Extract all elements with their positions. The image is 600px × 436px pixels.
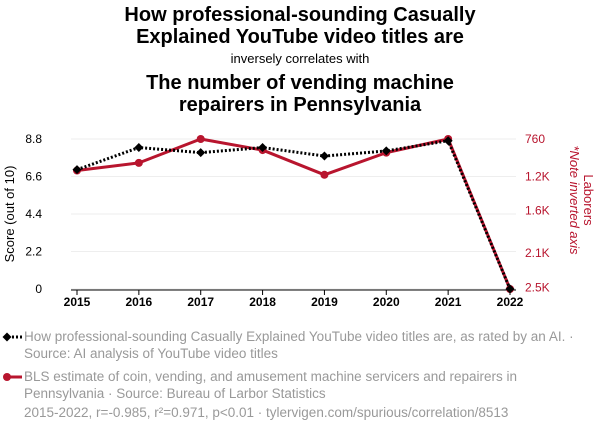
x-tick-label: 2019 — [311, 295, 338, 309]
y-left-tick-label: 6.6 — [25, 170, 42, 184]
y-right-tick-label: 2.5K — [525, 280, 550, 294]
legend-item-series1: How professional-sounding Casually Expla… — [24, 328, 584, 362]
series1-point — [134, 143, 144, 153]
legend-item-series2: BLS estimate of coin, vending, and amuse… — [24, 368, 584, 402]
x-tick-label: 2015 — [64, 295, 91, 309]
chart-title-line2: Explained YouTube video titles are — [136, 26, 464, 48]
y-right-tick-label: 1.2K — [525, 170, 550, 184]
x-tick-label: 2020 — [373, 295, 400, 309]
series1-point — [258, 143, 268, 153]
y-left-tick-label: 2.2 — [25, 245, 42, 259]
y-right-axis-note: *Note inverted axis — [567, 145, 582, 255]
chart-title2-line1: The number of vending machine — [146, 72, 454, 94]
legend-series2-label: BLS estimate of coin, vending, and amuse… — [24, 369, 518, 401]
series1-point — [319, 151, 329, 161]
series1-point — [72, 165, 82, 175]
y-right-tick-label: 760 — [525, 132, 545, 146]
chart-title2-line2: repairers in Pennsylvania — [178, 94, 422, 116]
legend-series1-label: How professional-sounding Casually Expla… — [24, 329, 574, 361]
series1-point — [196, 148, 206, 158]
y-right-tick-label: 1.6K — [525, 204, 550, 218]
footer-stats: 2015-2022, r=-0.985, r²=0.971, p<0.01 · … — [24, 405, 509, 420]
series2-point — [196, 135, 205, 143]
series2-point — [320, 170, 329, 179]
series2-point — [134, 158, 143, 167]
series1-point — [505, 284, 515, 294]
y-left-tick-label: 4.4 — [25, 207, 42, 221]
chart-title-line1: How professional-sounding Casually — [124, 4, 476, 26]
y-left-axis-title: Score (out of 10) — [2, 166, 17, 263]
x-tick-label: 2016 — [126, 295, 153, 309]
y-right-axis-title: Laborers — [581, 174, 596, 226]
y-right-tick-label: 2.1K — [525, 246, 550, 260]
y-left-tick-label: 0 — [35, 282, 42, 296]
x-tick-label: 2022 — [497, 295, 524, 309]
series2-line — [76, 137, 512, 290]
series1-point — [381, 146, 391, 156]
legend-swatch-series2-marker — [3, 373, 11, 381]
connector-text: inversely correlates with — [230, 51, 370, 66]
x-tick-label: 2018 — [249, 295, 276, 309]
x-tick-label: 2021 — [435, 295, 462, 309]
series1-line — [76, 139, 512, 290]
y-left-tick-label: 8.8 — [25, 132, 42, 146]
series1-point — [443, 136, 453, 146]
legend-swatch-series1-marker — [2, 332, 12, 342]
x-tick-label: 2017 — [187, 295, 214, 309]
